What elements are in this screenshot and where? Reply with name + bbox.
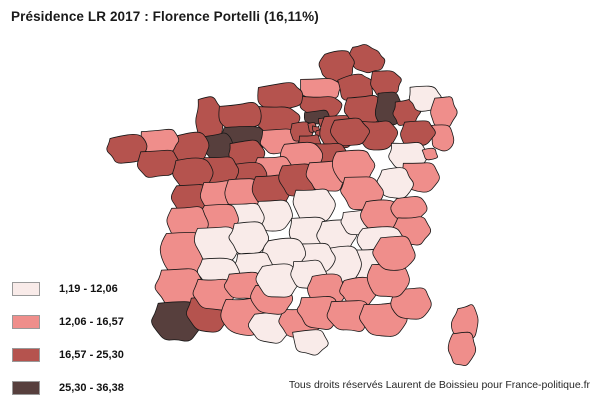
legend: 1,19 - 12,06 12,06 - 16,57 16,57 - 25,30…: [12, 272, 212, 404]
department-vosges: Vosges — 16,57 - 25,30: [400, 120, 436, 147]
legend-swatch-3: [12, 347, 40, 362]
department-pyr-n-es-orientales: Pyrénées-Orientales — 1,19 - 12,06: [292, 329, 329, 356]
legend-label-2: 12,06 - 16,57: [59, 315, 124, 328]
department-hautes-alpes: Hautes-Alpes — 12,06 - 16,57: [372, 235, 416, 271]
department-haut-rhin: Haut-Rhin — 12,06 - 16,57: [431, 124, 455, 152]
department-territoire-de-belfort: Territoire de Belfort — 12,06 - 16,57: [421, 147, 439, 161]
legend-label-3: 16,57 - 25,30: [59, 348, 124, 361]
department-morbihan: Morbihan — 16,57 - 25,30: [136, 149, 180, 178]
department-nord: Nord — 16,57 - 25,30: [348, 44, 386, 74]
department-bouches-du-rh-ne: Bouches-du-Rhône — 12,06 - 16,57: [326, 300, 374, 332]
legend-item: 16,57 - 25,30: [12, 338, 212, 371]
department-calvados: Calvados — 16,57 - 25,30: [218, 102, 262, 130]
page-title: Présidence LR 2017 : Florence Portelli (…: [11, 9, 319, 24]
france-departments-map: Nord — 16,57 - 25,30Pas-de-Calais — 16,5…: [106, 44, 479, 367]
legend-item: 12,06 - 16,57: [12, 305, 212, 338]
legend-label-4: 25,30 - 36,38: [59, 381, 124, 394]
department-aube: Aube — 16,57 - 25,30: [330, 117, 370, 147]
department-ardennes: Ardennes — 16,57 - 25,30: [370, 70, 402, 97]
department-corse-du-sud: Corse-du-Sud — 12,06 - 16,57: [447, 331, 477, 367]
legend-item: 1,19 - 12,06: [12, 272, 212, 305]
legend-label-1: 1,19 - 12,06: [59, 282, 118, 295]
department-allier: Allier — 1,19 - 12,06: [292, 188, 336, 222]
legend-swatch-4: [12, 380, 40, 395]
legend-swatch-1: [12, 281, 40, 296]
legend-swatch-2: [12, 314, 40, 329]
copyright-credit: Tous droits réservés Laurent de Boissieu…: [288, 379, 590, 391]
department-alpes-maritimes: Alpes-Maritimes — 12,06 - 16,57: [390, 287, 432, 320]
choropleth-map: Nord — 16,57 - 25,30Pas-de-Calais — 16,5…: [0, 32, 600, 377]
department-bas-rhin: Bas-Rhin — 12,06 - 16,57: [430, 96, 458, 129]
legend-item: 25,30 - 36,38: [12, 371, 212, 404]
department-seine-maritime: Seine-Maritime — 16,57 - 25,30: [257, 82, 303, 112]
